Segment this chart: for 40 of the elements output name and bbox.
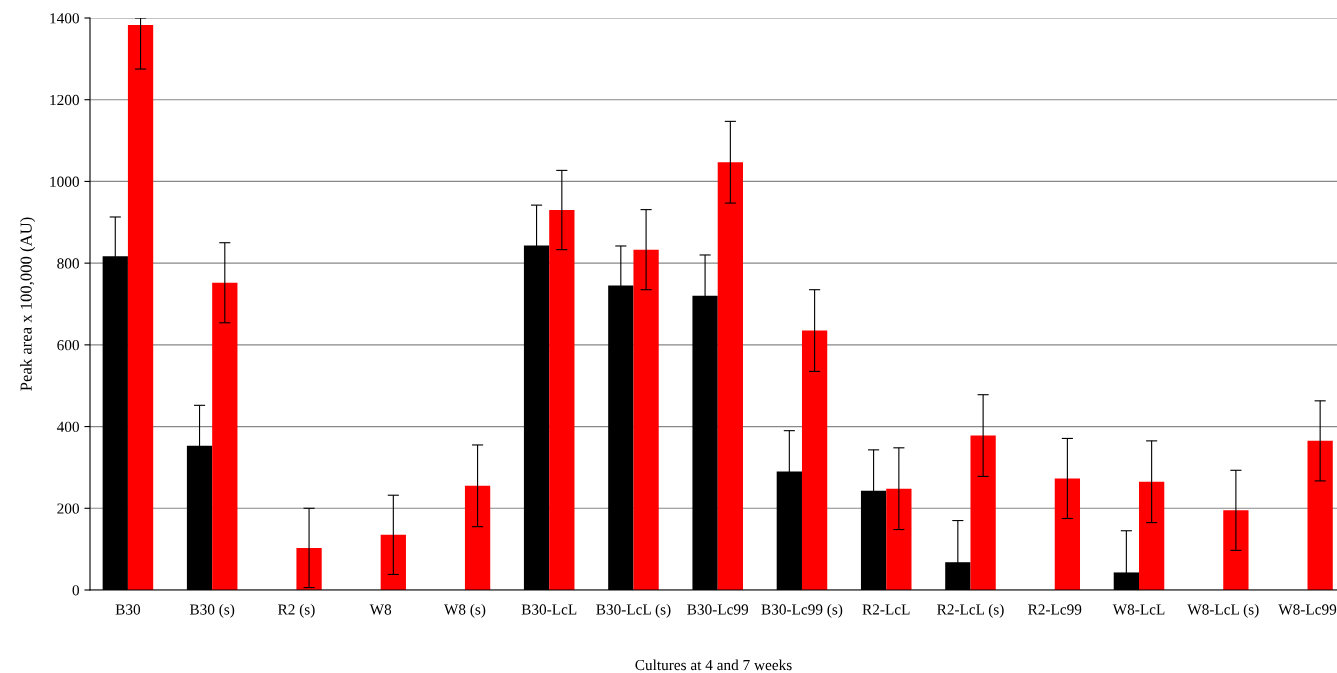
y-tick-label: 600	[57, 340, 79, 351]
y-tick-label: 1000	[50, 176, 79, 187]
bar	[212, 282, 238, 590]
y-tick-label: 0	[72, 585, 79, 596]
bar	[801, 330, 828, 590]
bar	[970, 435, 996, 590]
x-tick-label: B30-LcL	[521, 604, 577, 615]
bar	[549, 210, 575, 590]
y-axis-title: Peak area x 100,000 (AU)	[20, 217, 36, 391]
x-tick-label: B30	[115, 604, 141, 615]
x-tick-label: W8-Lc99	[1278, 604, 1337, 615]
x-tick-label: W8 (s)	[443, 603, 486, 618]
bar	[886, 488, 912, 590]
bar	[1307, 440, 1333, 590]
x-tick-label: B30 (s)	[189, 603, 235, 618]
x-tick-label: W8	[369, 604, 392, 615]
x-tick-label: W8-LcL (s)	[1187, 603, 1259, 618]
y-tick-label: 200	[57, 503, 79, 514]
bar	[380, 534, 406, 590]
bar	[1223, 510, 1249, 590]
x-tick-label: R2-LcL	[862, 604, 910, 615]
x-tick-label: B30-Lc99 (s)	[761, 603, 843, 618]
bar	[1054, 478, 1081, 590]
x-tick-label: W8-LcL	[1112, 604, 1165, 615]
x-tick-label: R2-LcL (s)	[937, 603, 1004, 618]
y-tick-label: 1200	[50, 94, 79, 106]
bar	[296, 547, 322, 590]
x-tick-label: R2-Lc99	[1028, 604, 1082, 615]
bar	[127, 24, 154, 590]
bar	[1139, 481, 1165, 590]
x-tick-label: R2 (s)	[277, 603, 315, 618]
x-tick-label: B30-Lc99	[687, 604, 749, 615]
x-tick-label: B30-LcL (s)	[596, 603, 671, 618]
y-tick-label: 800	[57, 258, 79, 269]
bar	[633, 249, 659, 590]
y-tick-label: 1400	[50, 13, 79, 24]
bar	[464, 485, 491, 590]
y-tick-label: 400	[56, 421, 79, 433]
x-axis-title: Cultures at 4 and 7 weeks	[635, 659, 792, 671]
bar	[717, 162, 743, 590]
